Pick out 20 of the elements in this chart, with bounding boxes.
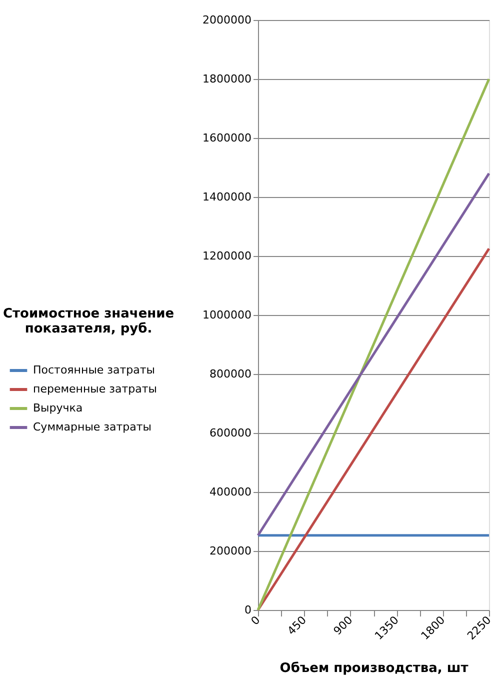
- y-tick-label: 2000000: [202, 14, 252, 26]
- y-tick-label: 0: [244, 604, 252, 616]
- y-tick-label: 1400000: [202, 190, 252, 204]
- legend-label: Постоянные затраты: [33, 364, 155, 376]
- legend-label: Выручка: [33, 402, 83, 414]
- legend-label: переменные затраты: [33, 382, 157, 396]
- y-tick-label: 1000000: [202, 308, 252, 322]
- x-tick-label: 450: [284, 614, 309, 638]
- x-axis-title: Объем производства, шт: [280, 660, 469, 676]
- y-tick-label: 200000: [210, 544, 252, 558]
- y-tick-label: 1200000: [202, 250, 252, 262]
- y-tick-label: 600000: [210, 426, 252, 440]
- y-tick-label: 1600000: [202, 132, 252, 144]
- x-tick-label: 900: [331, 614, 356, 638]
- y-tick-label: 1800000: [202, 72, 252, 86]
- y-tick-label: 800000: [210, 368, 252, 380]
- x-tick-label: 0: [248, 614, 263, 628]
- y-tick-label: 400000: [210, 486, 252, 498]
- y-axis-title: Стоимостное значение показателя, руб.: [2, 306, 174, 336]
- legend-label: Суммарные затраты: [33, 420, 152, 434]
